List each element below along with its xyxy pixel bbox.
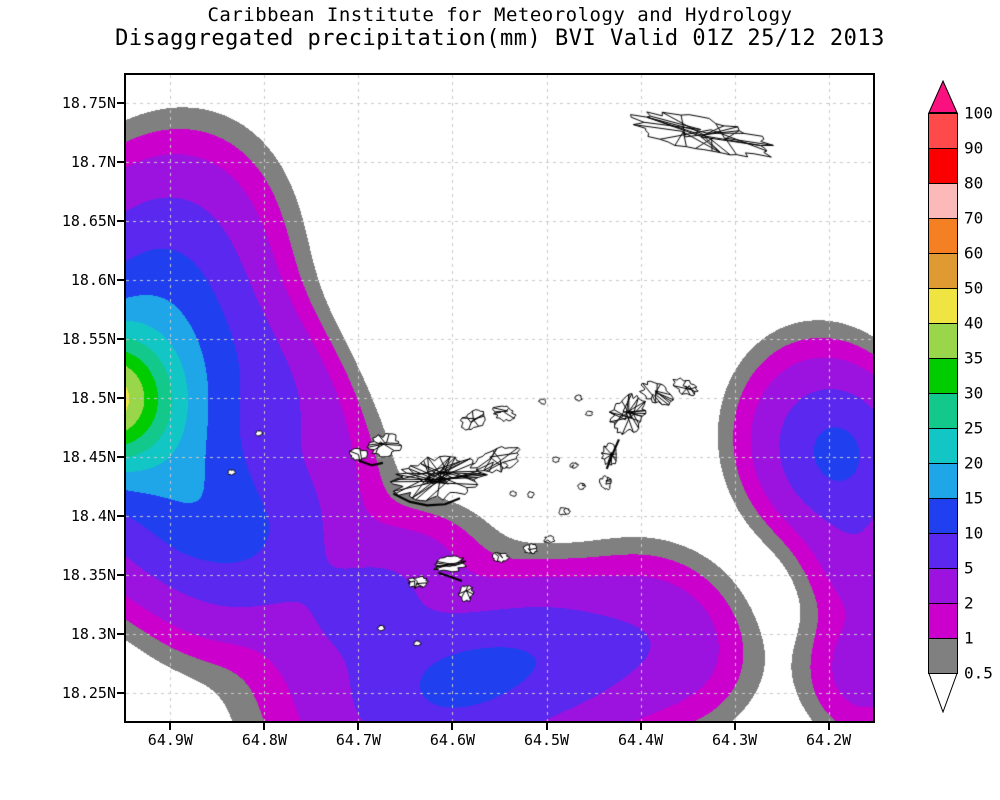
colorbar-band	[928, 428, 958, 464]
lon-tick-label: 64.7W	[335, 731, 382, 749]
lon-tick-mark	[263, 723, 266, 730]
colorbar-band	[928, 568, 958, 604]
lat-tick-label: 18.25N	[61, 684, 116, 703]
colorbar-band	[928, 638, 958, 674]
lat-tick-label: 18.55N	[61, 329, 116, 348]
lon-tick-label: 64.8W	[241, 731, 287, 749]
colorbar-tick-label: 90	[964, 138, 984, 158]
precipitation-colorbar: 100 90 80 70 60 50 40 35 30 25 20 15 10 5 2 1 0.5	[928, 79, 993, 723]
lon-tick-mark	[357, 723, 360, 730]
lat-tick-mark	[117, 337, 125, 340]
colorbar-separator	[928, 568, 958, 569]
colorbar-separator	[928, 113, 958, 114]
colorbar-separator	[928, 393, 958, 394]
lat-tick-mark	[117, 633, 125, 636]
lat-tick-label: 18.75N	[61, 93, 116, 112]
lon-tick-mark	[827, 723, 830, 730]
lon-tick-mark	[169, 723, 172, 730]
chart-title: Disaggregated precipitation(mm) BVI Vali…	[115, 26, 885, 51]
lon-tick-mark	[639, 723, 642, 730]
lat-tick-mark	[117, 219, 125, 222]
lon-tick-label: 64.3W	[712, 731, 758, 749]
colorbar-tick-label: 70	[964, 208, 984, 228]
lon-tick-mark	[451, 723, 454, 730]
map-plot-area	[124, 73, 875, 723]
colorbar-band	[928, 288, 958, 324]
colorbar-separator	[928, 253, 958, 254]
colorbar-band	[928, 358, 958, 394]
lat-tick-mark	[117, 692, 125, 695]
colorbar-separator	[928, 323, 958, 324]
lon-tick-mark	[545, 723, 548, 730]
colorbar-tick-label: 5	[964, 558, 974, 578]
colorbar-band	[928, 533, 958, 569]
colorbar-band	[928, 323, 958, 359]
lat-tick-mark	[117, 160, 125, 163]
colorbar-tick-label: 35	[964, 348, 984, 368]
colorbar-tick-label: 100	[964, 103, 993, 123]
colorbar-separator	[928, 463, 958, 464]
lon-tick-label: 64.4W	[617, 731, 664, 749]
lon-tick-label: 64.9W	[147, 731, 193, 749]
lat-tick-label: 18.65N	[61, 211, 116, 230]
colorbar-separator	[928, 533, 958, 534]
colorbar-tick-label: 50	[964, 278, 984, 298]
institute-title: Caribbean Institute for Meteorology and …	[207, 4, 793, 26]
colorbar-tick-label: 40	[964, 313, 984, 333]
colorbar-band	[928, 603, 958, 639]
lat-tick-mark	[117, 574, 125, 577]
lon-tick-label: 64.2W	[806, 731, 852, 749]
colorbar-band	[928, 183, 958, 219]
colorbar-tick-label: 30	[964, 383, 984, 403]
colorbar-band	[928, 113, 958, 149]
colorbar-separator	[928, 498, 958, 499]
colorbar-tick-label: 2	[964, 593, 974, 613]
colorbar-separator	[928, 358, 958, 359]
colorbar-separator	[928, 218, 958, 219]
colorbar-separator	[928, 288, 958, 289]
colorbar-tick-label: 0.5	[964, 663, 993, 683]
colorbar-separator	[928, 183, 958, 184]
lat-tick-mark	[117, 278, 125, 281]
colorbar-tick-label: 15	[964, 488, 984, 508]
lat-tick-label: 18.45N	[61, 448, 116, 467]
precipitation-field	[126, 75, 873, 721]
colorbar-tick-label: 10	[964, 523, 984, 543]
lat-tick-mark	[117, 101, 125, 104]
colorbar-separator	[928, 428, 958, 429]
colorbar-separator	[928, 603, 958, 604]
colorbar-band	[928, 148, 958, 184]
lat-tick-label: 18.6N	[70, 270, 116, 289]
colorbar-separator	[928, 148, 958, 149]
latitude-axis: 18.75N 18.7N 18.65N 18.6N 18.55N 18.5N 18.45N 1…	[0, 0, 125, 800]
colorbar-band	[928, 463, 958, 499]
colorbar-band	[928, 253, 958, 289]
lat-tick-label: 18.7N	[70, 152, 116, 171]
lon-tick-mark	[733, 723, 736, 730]
colorbar-arrow-top	[928, 79, 958, 113]
colorbar-tick-label: 80	[964, 173, 984, 193]
lon-tick-label: 64.5W	[523, 731, 570, 749]
lat-tick-mark	[117, 515, 125, 518]
title-block: Caribbean Institute for Meteorology and …	[0, 4, 1000, 51]
colorbar-band	[928, 498, 958, 534]
lat-tick-label: 18.3N	[70, 625, 116, 644]
lat-tick-label: 18.5N	[70, 389, 116, 407]
colorbar-tick-label: 25	[964, 418, 984, 438]
colorbar-tick-label: 1	[964, 628, 974, 648]
colorbar-arrow-bottom	[928, 673, 958, 714]
colorbar-separator	[928, 638, 958, 639]
lat-tick-mark	[117, 456, 125, 459]
lat-tick-label: 18.4N	[70, 507, 116, 526]
lon-tick-label: 64.6W	[429, 731, 476, 749]
lat-tick-mark	[117, 397, 125, 399]
colorbar-tick-label: 20	[964, 453, 984, 473]
colorbar-band	[928, 393, 958, 429]
lat-tick-label: 18.35N	[61, 566, 116, 585]
colorbar-band	[928, 218, 958, 254]
colorbar-tick-label: 60	[964, 243, 984, 263]
